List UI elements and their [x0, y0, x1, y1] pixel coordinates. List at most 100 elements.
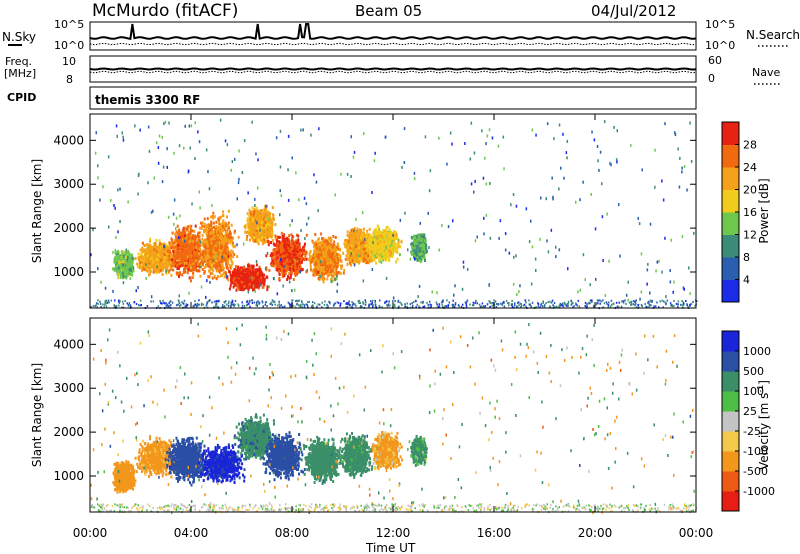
scatter-cell — [125, 260, 127, 263]
scatter-cell — [187, 271, 189, 274]
scatter-cell — [176, 251, 178, 254]
noise-right-tick-top: 10^5 — [705, 18, 735, 31]
scatter-cell — [225, 271, 227, 274]
scatter-cell — [200, 222, 202, 225]
scatter-cell — [204, 246, 206, 249]
scatter-cell — [222, 230, 224, 233]
scatter-cell — [183, 248, 185, 251]
scatter-cell — [217, 234, 219, 237]
scatter-cell — [190, 228, 192, 231]
scatter-cell — [251, 276, 253, 279]
scatter-cell — [200, 257, 202, 260]
scatter-cell — [231, 236, 233, 239]
noise-sky-label: N.Sky — [2, 30, 36, 44]
scatter-cell — [191, 269, 193, 272]
scatter-cell — [142, 264, 144, 267]
scatter-cell — [204, 251, 206, 254]
scatter-cell — [139, 261, 141, 264]
scatter-cell — [202, 234, 204, 237]
scatter-cell — [172, 232, 174, 235]
scatter-cell — [222, 214, 224, 217]
scatter-cell — [231, 262, 233, 265]
scatter-cell — [267, 285, 269, 288]
noise-left-tick-top: 10^5 — [54, 18, 84, 31]
scatter-cell — [222, 259, 224, 262]
scatter-cell — [178, 241, 180, 244]
scatter-cell — [143, 267, 145, 270]
scatter-cell — [236, 255, 238, 258]
scatter-cell — [185, 243, 187, 246]
scatter-cell — [181, 261, 183, 264]
scatter-cell — [200, 251, 202, 254]
scatter-cell — [180, 245, 182, 248]
scatter-cell — [126, 266, 128, 269]
station-title: McMurdo (fitACF) — [92, 1, 238, 21]
scatter-cell — [213, 231, 215, 234]
scatter-cell — [210, 254, 212, 257]
scatter-cell — [115, 252, 117, 255]
scatter-cell — [177, 225, 179, 228]
scatter-cell — [272, 206, 274, 209]
scatter-cell — [196, 252, 198, 255]
scatter-cell — [189, 248, 191, 251]
scatter-cell — [129, 263, 131, 266]
scatter-cell — [256, 276, 258, 279]
power-scatter — [90, 119, 697, 309]
scatter-cell — [122, 251, 124, 254]
scatter-cell — [142, 242, 144, 245]
scatter-cell — [190, 261, 192, 264]
scatter-cell — [252, 272, 254, 275]
scatter-cell — [146, 248, 148, 251]
scatter-cell — [204, 218, 206, 221]
scatter-cell — [207, 245, 209, 248]
scatter-cell — [171, 258, 173, 261]
scatter-cell — [215, 240, 217, 243]
scatter-cell — [181, 242, 183, 245]
scatter-cell — [224, 275, 226, 278]
scatter-cell — [178, 229, 180, 232]
scatter-cell — [237, 266, 239, 269]
scatter-cell — [227, 242, 229, 245]
scatter-cell — [177, 232, 179, 235]
scatter-cell — [264, 277, 266, 280]
scatter-cell — [145, 252, 147, 255]
scatter-cell — [241, 281, 243, 284]
scatter-cell — [238, 236, 240, 239]
scatter-cell — [149, 270, 151, 273]
scatter-cell — [232, 251, 234, 254]
scatter-cell — [150, 255, 152, 258]
scatter-cell — [204, 228, 206, 231]
scatter-cell — [117, 276, 119, 279]
scatter-cell — [123, 275, 125, 278]
scatter-cell — [198, 232, 200, 235]
scatter-cell — [149, 238, 151, 241]
noise-right-tick-bottom: 10^0 — [705, 39, 735, 52]
scatter-cell — [158, 247, 160, 250]
scatter-cell — [179, 251, 181, 254]
scatter-cell — [233, 268, 235, 271]
scatter-cell — [232, 244, 234, 247]
scatter-cell — [132, 257, 134, 260]
scatter-cell — [209, 261, 211, 264]
scatter-cell — [116, 264, 118, 267]
scatter-cell — [148, 273, 150, 276]
beam-title: Beam 05 — [355, 2, 422, 20]
scatter-cell — [235, 284, 237, 287]
scatter-cell — [159, 242, 161, 245]
scatter-cell — [211, 259, 213, 262]
scatter-cell — [172, 261, 174, 264]
scatter-cell — [170, 247, 172, 250]
scatter-cell — [230, 284, 232, 287]
scatter-cell — [242, 273, 244, 276]
scatter-cell — [257, 272, 259, 275]
scatter-cell — [204, 260, 206, 263]
nave-trace — [90, 71, 696, 72]
scatter-cell — [125, 252, 127, 255]
scatter-cell — [243, 266, 245, 269]
scatter-cell — [207, 225, 209, 228]
scatter-cell — [227, 261, 229, 264]
scatter-cell — [176, 264, 178, 267]
scatter-cell — [196, 249, 198, 252]
scatter-cell — [164, 256, 166, 259]
scatter-cell — [255, 280, 257, 283]
